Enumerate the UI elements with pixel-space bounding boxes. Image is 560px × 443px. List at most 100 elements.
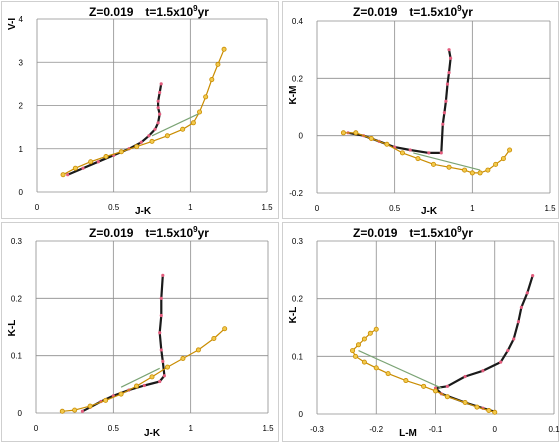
chart-title: Z=0.019 t=1.5x109yr xyxy=(353,225,473,240)
agb-point xyxy=(118,149,124,155)
agb-point xyxy=(164,364,170,370)
chart-panel-vi-vs-jk: Z=0.019 t=1.5x109yr J-K V-I 0 0.5 1 1.5 0 1 2 3… xyxy=(1,1,279,219)
agb-point xyxy=(367,330,373,336)
giant-branch-point xyxy=(156,106,160,110)
agb-point xyxy=(221,46,227,52)
giant-branch-point xyxy=(162,374,166,378)
y-tick-label: 0.2 xyxy=(292,295,304,304)
x-tick-label: 1 xyxy=(188,424,193,433)
chart-vi-vs-jk: Z=0.019 t=1.5x109yr J-K V-I 0 0.5 1 1.5 0 1 2 3… xyxy=(7,4,273,217)
y-tick-label: 0 xyxy=(18,409,23,418)
agb-point xyxy=(355,342,361,348)
link-line xyxy=(358,350,442,389)
agb-point xyxy=(415,156,421,162)
agb-point xyxy=(384,141,390,147)
x-tick-label: 1 xyxy=(188,203,193,212)
x-tick-label: 0 xyxy=(315,204,320,213)
agb-point xyxy=(403,378,409,384)
agb-point xyxy=(215,61,221,67)
agb-point xyxy=(197,109,203,115)
x-axis-label: J-K xyxy=(144,428,161,439)
y-tick-label: 0 xyxy=(299,132,304,141)
giant-branch-point xyxy=(447,71,451,75)
y-tick-label: 2 xyxy=(19,102,24,111)
agb-point xyxy=(88,159,94,165)
x-tick-labels: 0 0.5 1 1.5 xyxy=(35,203,273,212)
giant-branch-point xyxy=(161,273,165,277)
y-axis-label: K-L xyxy=(7,320,18,337)
y-tick-label: 0.3 xyxy=(11,237,23,246)
x-axis-label: J-K xyxy=(135,206,152,217)
x-tick-label: 0 xyxy=(34,424,39,433)
chart-kl-vs-lm: Z=0.019 t=1.5x109yr L-M K-L -0.3 -0.2 -0.1 0… xyxy=(288,225,560,439)
link-line xyxy=(120,367,160,388)
agb-point xyxy=(60,172,66,178)
giant-branch-point xyxy=(499,360,503,364)
agb-line xyxy=(62,328,226,412)
giant-branch-point xyxy=(158,90,162,95)
agb-point xyxy=(430,161,436,167)
x-tick-label: 0.1 xyxy=(548,425,560,434)
giant-branch-point xyxy=(444,99,448,103)
x-tick-label: 1.5 xyxy=(261,203,273,212)
giant-branch-point xyxy=(463,374,467,379)
giant-branch-point xyxy=(156,121,160,125)
agb-point xyxy=(486,408,492,414)
giant-branch-point xyxy=(156,99,160,103)
agb-point xyxy=(72,165,78,171)
agb-point xyxy=(385,371,391,377)
giant-branch-point xyxy=(445,384,449,388)
x-tick-label: -0.2 xyxy=(369,425,383,434)
x-tick-label: 0 xyxy=(493,425,498,434)
y-tick-label: 0.2 xyxy=(292,74,304,83)
agb-point xyxy=(164,133,170,139)
y-tick-label: 0.1 xyxy=(292,352,304,361)
giant-branch-point xyxy=(519,305,524,309)
agb-point xyxy=(180,356,186,362)
agb-point xyxy=(493,161,499,167)
giant-branch-point xyxy=(153,127,157,131)
agb-point xyxy=(180,126,186,132)
agb-point xyxy=(507,147,513,153)
agb-point xyxy=(421,383,427,389)
agb-point xyxy=(500,156,506,162)
x-tick-label: -0.3 xyxy=(310,425,324,434)
giant-branch-point xyxy=(506,348,510,353)
agb-point xyxy=(72,407,78,413)
grid-lines xyxy=(316,20,551,194)
y-axis-label: K-M xyxy=(288,86,299,105)
x-tick-label: 1.5 xyxy=(262,424,274,433)
giant-branch-point xyxy=(66,173,70,177)
y-tick-labels: 0 0.1 0.2 0.3 xyxy=(11,237,23,418)
giant-branch-point xyxy=(159,296,163,300)
y-tick-label: 3 xyxy=(19,58,24,67)
giant-branch-point xyxy=(159,348,163,352)
giant-branch-point xyxy=(442,111,446,115)
agb-point xyxy=(353,130,359,136)
y-tick-label: 0.2 xyxy=(11,294,23,303)
chart-title: Z=0.019 t=1.5x109yr xyxy=(89,225,209,240)
x-tick-label: 1 xyxy=(470,204,475,213)
x-tick-labels: 0 0.5 1 1.5 xyxy=(315,204,556,213)
giant-branch-point xyxy=(447,48,451,52)
link-line xyxy=(413,152,481,171)
giant-branch-point xyxy=(525,291,529,295)
y-tick-label: 0 xyxy=(299,410,304,419)
y-tick-label: 0 xyxy=(19,188,24,197)
agb-point xyxy=(469,170,475,176)
giant-branch-point xyxy=(96,160,100,164)
giant-branch-point xyxy=(516,320,521,324)
giant-branch-point xyxy=(531,274,535,278)
link-line xyxy=(151,113,199,137)
agb-point xyxy=(446,164,452,170)
x-tick-label: 0.5 xyxy=(389,204,401,213)
y-tick-label: 0.3 xyxy=(292,237,304,246)
agb-point xyxy=(190,120,196,126)
y-tick-label: 0.4 xyxy=(292,17,304,26)
agb-point xyxy=(195,347,201,353)
agb-point xyxy=(477,170,483,176)
agb-point xyxy=(222,326,228,332)
agb-point xyxy=(462,167,468,173)
agb-point xyxy=(361,359,367,365)
agb-point xyxy=(103,397,109,403)
